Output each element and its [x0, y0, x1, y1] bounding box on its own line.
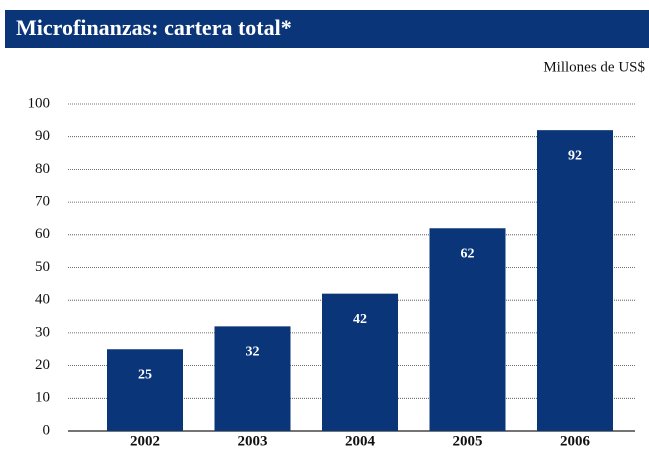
bar [429, 228, 506, 431]
data-label: 92 [568, 148, 582, 163]
data-label: 42 [353, 312, 367, 327]
x-tick-label: 2004 [345, 433, 376, 449]
data-label: 62 [461, 246, 475, 261]
data-label: 25 [138, 367, 152, 382]
x-tick-label: 2006 [560, 433, 591, 449]
bar [322, 293, 398, 431]
y-tick-label: 20 [35, 357, 50, 373]
y-tick-label: 0 [43, 422, 51, 438]
y-tick-label: 30 [35, 324, 50, 340]
bar [107, 349, 183, 431]
data-label: 32 [246, 345, 260, 360]
x-tick-label: 2002 [130, 433, 160, 449]
bar [537, 130, 613, 431]
y-tick-label: 60 [35, 226, 50, 242]
y-tick-label: 100 [28, 95, 51, 111]
y-tick-label: 80 [35, 161, 50, 177]
x-tick-label: 2005 [453, 433, 483, 449]
y-tick-label: 70 [35, 194, 50, 210]
y-tick-label: 90 [35, 128, 50, 144]
chart-title: Microfinanzas: cartera total* [16, 15, 292, 40]
y-tick-label: 40 [35, 292, 50, 308]
title-banner [5, 10, 649, 48]
unit-label: Millones de US$ [543, 59, 645, 75]
y-tick-label: 50 [35, 259, 50, 275]
x-tick-label: 2003 [238, 433, 268, 449]
bar [214, 326, 291, 431]
y-tick-label: 10 [35, 390, 50, 406]
